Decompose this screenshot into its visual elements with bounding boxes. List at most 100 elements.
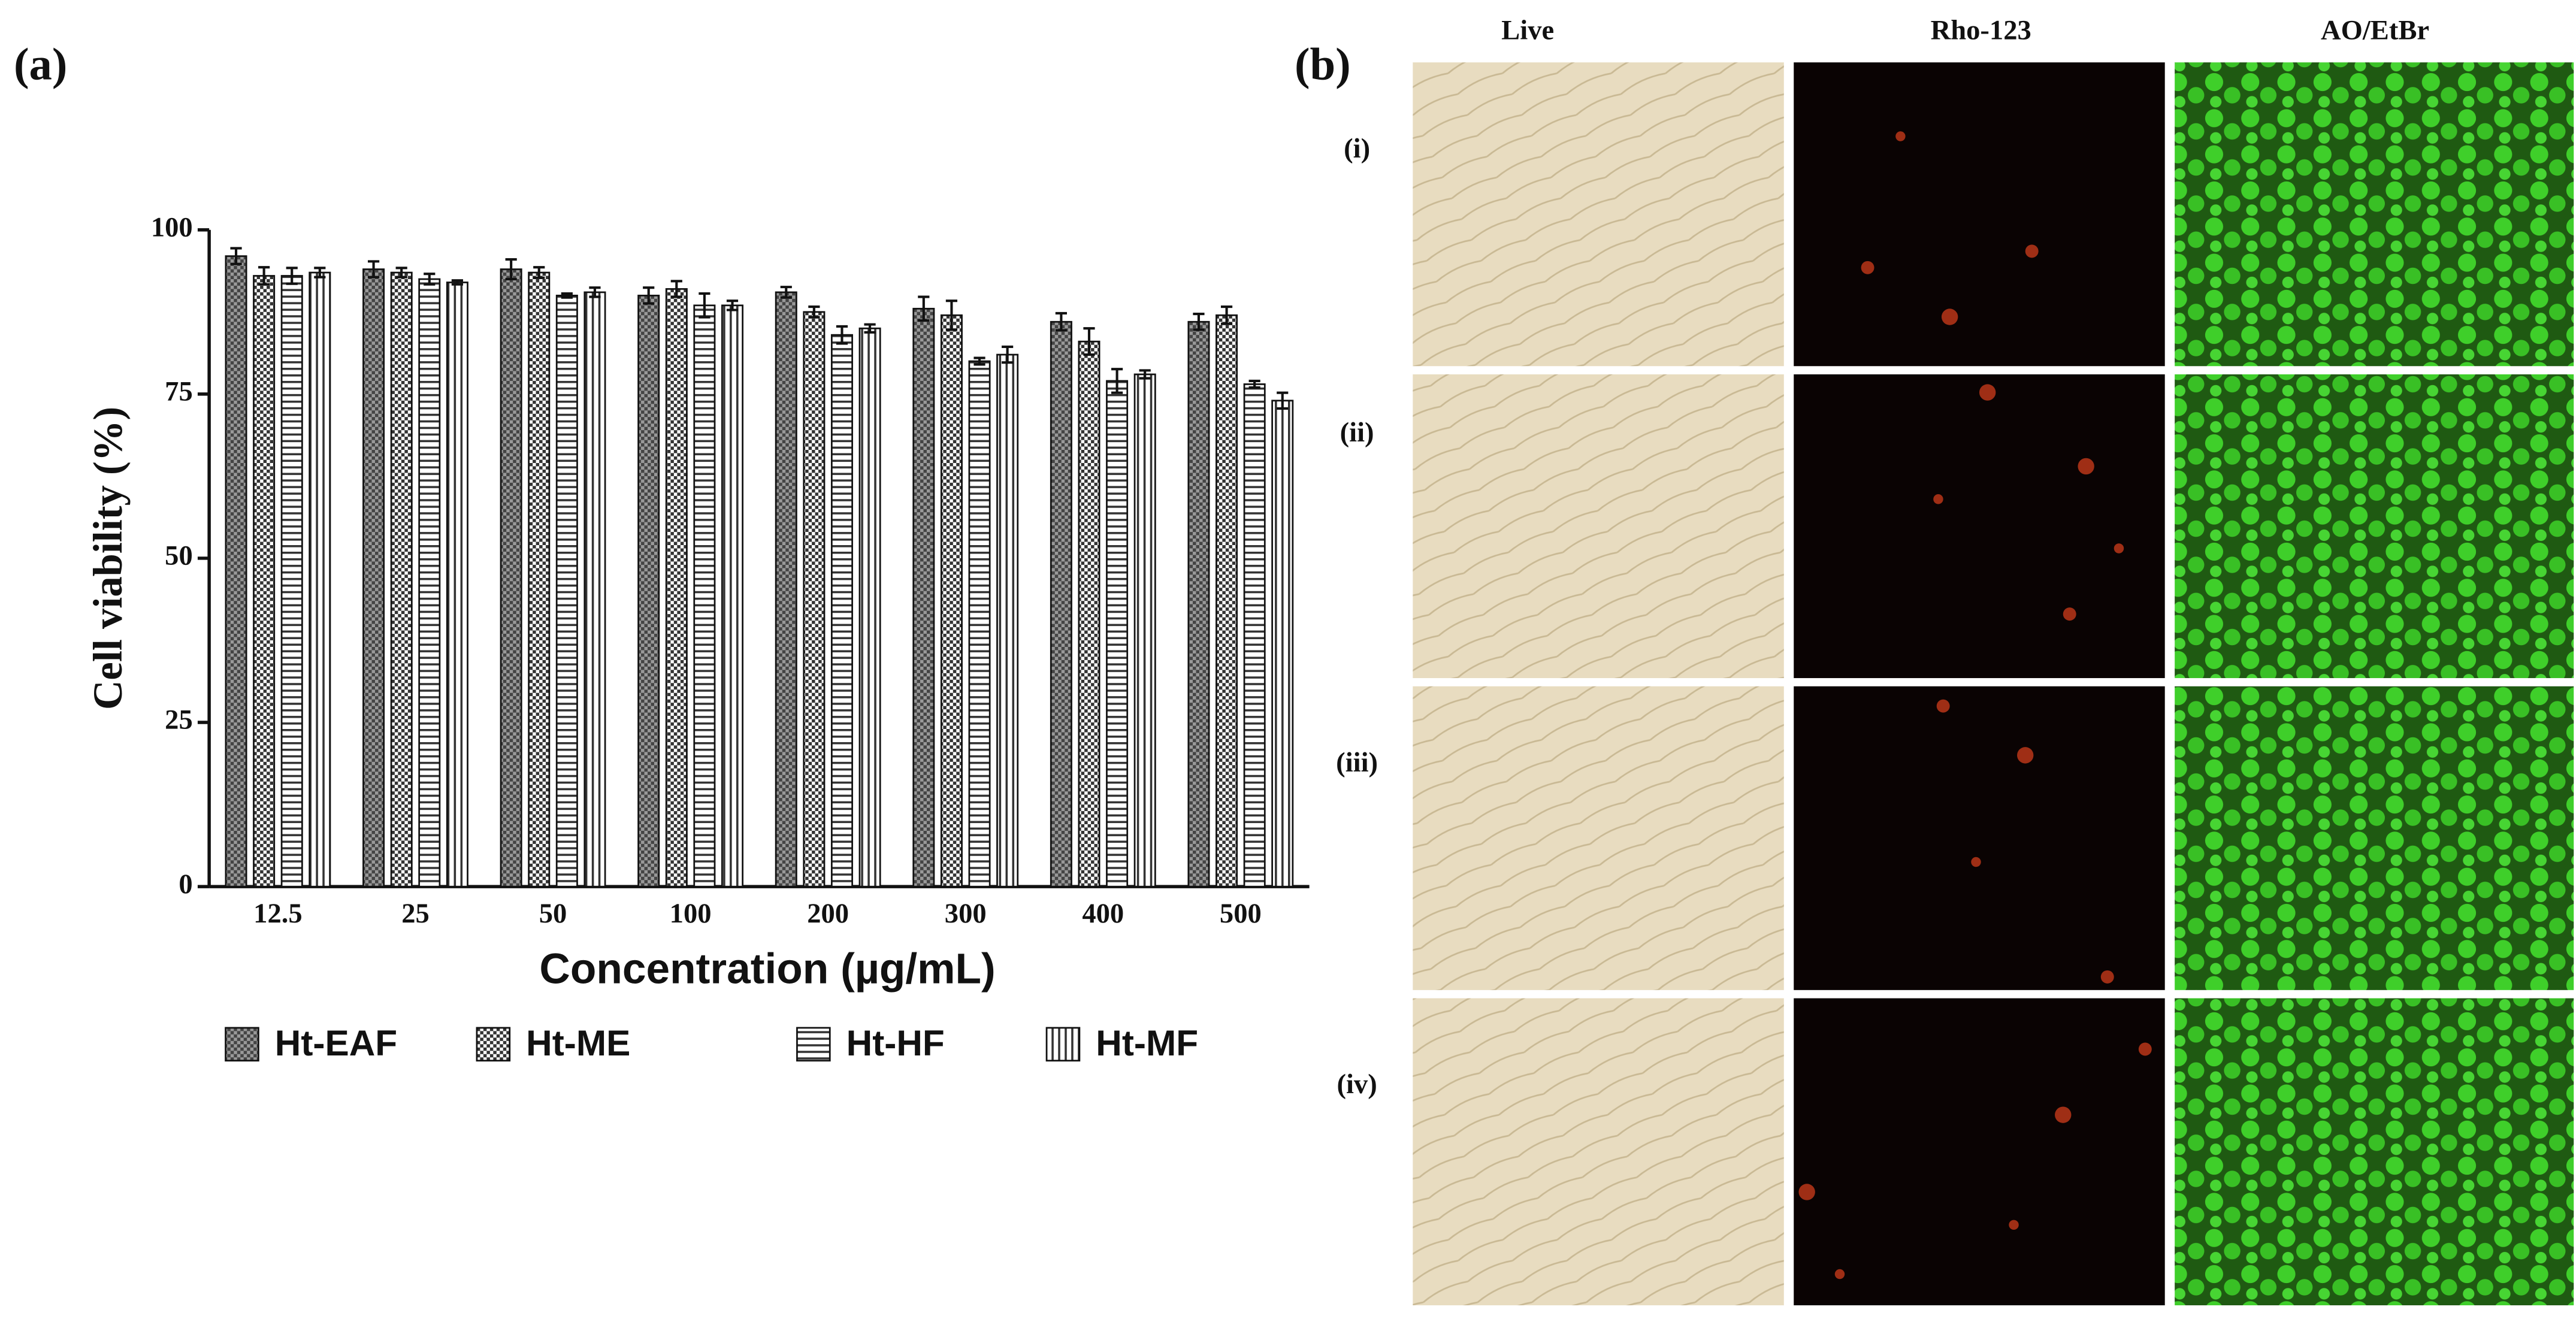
- error-bar: [1220, 305, 1233, 325]
- error-bar: [808, 305, 820, 319]
- fluorescent-spot: [1971, 857, 1981, 867]
- error-bar: [368, 260, 380, 279]
- bar: [1187, 320, 1210, 888]
- y-tick-label: 50: [165, 540, 193, 571]
- bar-chart: 0 25 50 75 100 Cell viability (%) Concentratio…: [85, 211, 1310, 1063]
- micrograph-grid: [1413, 62, 2574, 1306]
- y-tick-label: 0: [179, 869, 192, 900]
- legend-label: Ht-ME: [526, 1023, 630, 1063]
- error-bar: [1139, 369, 1151, 380]
- panel-label: (a): [14, 39, 67, 90]
- x-tick-label: 12.5: [253, 898, 303, 929]
- error-bar: [643, 286, 655, 305]
- x-tick-label: 50: [539, 898, 567, 929]
- fluorescent-spot: [2100, 970, 2114, 984]
- fluorescent-spot: [2138, 1042, 2152, 1056]
- fluorescent-spot: [2055, 1106, 2072, 1123]
- row-label: (ii): [1340, 417, 1374, 448]
- error-bar: [918, 295, 930, 322]
- bar: [912, 307, 935, 888]
- bar: [225, 255, 247, 888]
- row-label: (i): [1344, 133, 1370, 164]
- legend-swatch: [796, 1027, 831, 1062]
- bar: [693, 304, 716, 888]
- error-bar: [780, 286, 792, 299]
- y-tick-label: 25: [165, 704, 193, 736]
- x-tick-label: 500: [1220, 898, 1262, 929]
- bar: [637, 295, 660, 888]
- bar: [583, 291, 606, 888]
- fluorescent-spot: [2114, 543, 2124, 553]
- bar: [280, 275, 303, 888]
- micrograph: [2175, 374, 2574, 679]
- legend-swatch: [476, 1027, 511, 1062]
- x-tick-label: 300: [945, 898, 987, 929]
- fluorescent-spot: [2078, 458, 2094, 475]
- legend-label: Ht-EAF: [275, 1023, 397, 1063]
- micrograph: [1794, 998, 2165, 1306]
- error-bar: [505, 258, 517, 281]
- bar: [362, 268, 385, 888]
- bar: [830, 334, 853, 888]
- row-label: (iv): [1337, 1069, 1377, 1100]
- micrograph: [1794, 62, 2165, 367]
- micrograph: [2175, 62, 2574, 367]
- fluorescent-spot: [1834, 1269, 1845, 1279]
- fluorescent-spot: [1979, 384, 1996, 401]
- error-bar: [670, 280, 682, 298]
- bar: [940, 314, 963, 888]
- x-tick-label: 100: [670, 898, 712, 929]
- column-header: Rho-123: [1931, 15, 2031, 46]
- error-bar: [561, 292, 573, 299]
- micrograph: [1794, 374, 2165, 679]
- fluorescent-spot: [1941, 308, 1958, 325]
- bar: [528, 271, 551, 888]
- micrograph: [2175, 998, 2574, 1306]
- error-bar: [836, 325, 848, 345]
- error-bar: [258, 266, 270, 286]
- bar: [418, 278, 441, 888]
- bar: [309, 271, 331, 888]
- legend-label: Ht-HF: [846, 1023, 945, 1063]
- error-bar: [1002, 345, 1014, 364]
- fluorescent-spot: [1798, 1184, 1815, 1200]
- bar: [500, 268, 522, 888]
- fluorescent-spot: [1895, 131, 1906, 141]
- bar: [1216, 314, 1238, 888]
- fluorescent-spot: [1861, 261, 1874, 274]
- legend-swatch: [225, 1027, 259, 1062]
- y-axis-title: Cell viability (%): [85, 407, 131, 710]
- fluorescent-spot: [2009, 1220, 2019, 1230]
- error-bar: [1248, 379, 1260, 389]
- error-bar: [726, 300, 739, 311]
- error-bar: [973, 356, 985, 366]
- error-bar: [533, 266, 545, 279]
- bar: [775, 291, 797, 888]
- bar: [1106, 380, 1129, 888]
- micrograph: [1413, 62, 1784, 367]
- row-label: (iii): [1336, 747, 1378, 778]
- bar: [1271, 400, 1294, 888]
- error-bar: [451, 279, 463, 286]
- error-bar: [424, 273, 436, 286]
- micrograph: [1413, 998, 1784, 1306]
- fluorescent-spot: [2017, 747, 2034, 764]
- error-bar: [945, 300, 958, 331]
- error-bar: [699, 292, 710, 319]
- x-tick-label: 400: [1082, 898, 1124, 929]
- column-header: Live: [1501, 15, 1554, 46]
- error-bar: [1277, 391, 1289, 410]
- bar: [858, 327, 881, 888]
- legend-label: Ht-MF: [1096, 1023, 1198, 1063]
- bar: [555, 295, 578, 888]
- x-axis-title: Concentration (µg/mL): [539, 945, 995, 993]
- y-tick-label: 75: [165, 376, 193, 407]
- error-bar: [1111, 368, 1123, 394]
- error-bar: [864, 323, 876, 334]
- bar: [253, 275, 276, 888]
- error-bar: [286, 267, 298, 285]
- fluorescent-spot: [2025, 244, 2039, 258]
- micrograph: [1794, 686, 2165, 990]
- bar: [1133, 373, 1156, 888]
